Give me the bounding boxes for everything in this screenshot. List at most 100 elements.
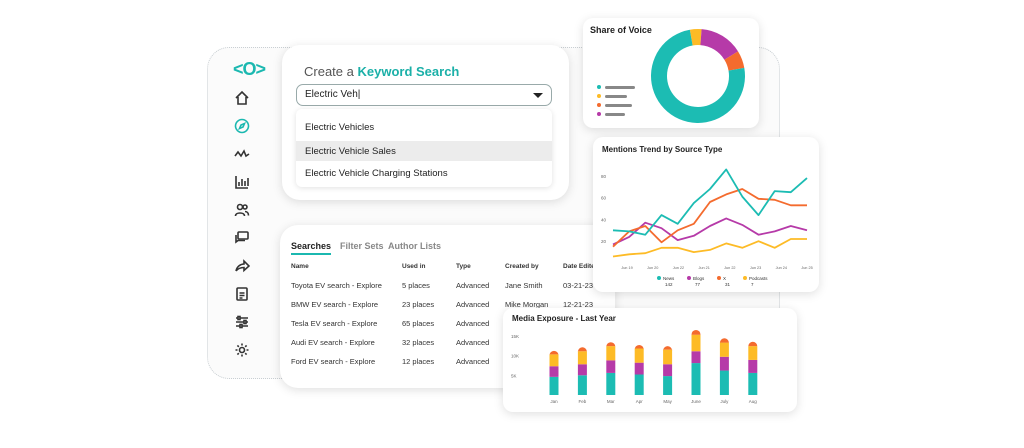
donut-slice-podcasts — [689, 29, 702, 46]
bar-segment-podcasts — [748, 346, 758, 360]
donut-slice-x — [724, 51, 745, 71]
x-tick-label: Jun 23 — [750, 266, 761, 270]
table-cell: 23 places — [402, 300, 435, 309]
tab-author-lists[interactable]: Author Lists — [388, 241, 441, 251]
legend-label-blogs: Blogs — [693, 276, 705, 281]
legend-item-blogs — [597, 112, 637, 117]
activity-icon[interactable] — [234, 146, 250, 162]
dropdown-caret-icon[interactable] — [533, 93, 543, 98]
bar-segment-blogs — [577, 364, 587, 376]
bar-segment-x — [719, 338, 729, 343]
table-cell: 12 places — [402, 357, 435, 366]
legend-value-podcasts: 7 — [751, 282, 754, 287]
series-line-news — [612, 168, 808, 236]
media-exposure-chart: 15K 10K 5K Jan Feb Mar Apr May June July Aug — [511, 329, 758, 404]
home-icon[interactable] — [234, 90, 250, 106]
table-cell: 03-21-23 — [563, 281, 594, 290]
settings-icon[interactable] — [234, 342, 250, 358]
bar-segment-podcasts — [577, 351, 587, 365]
column-header-date-edited[interactable]: Date Edite — [563, 263, 595, 270]
bar-segment-x — [663, 346, 673, 351]
bar-segment-news — [691, 363, 701, 395]
bar-segment-x — [748, 341, 758, 347]
search-name-link[interactable]: Audi EV search - Explore — [291, 338, 375, 347]
search-name-link[interactable]: BMW EV search - Explore — [291, 300, 379, 309]
suggestion-item[interactable]: Electric Vehicle Charging Stations — [305, 168, 448, 179]
table-cell: Advanced — [456, 357, 490, 366]
search-name-link[interactable]: Toyota EV search - Explore — [291, 281, 382, 290]
filters-icon[interactable] — [234, 314, 250, 330]
keyword-search-input[interactable]: Electric Veh| — [296, 84, 552, 106]
legend-value-blogs: 77 — [695, 282, 701, 287]
tab-filter-sets[interactable]: Filter Sets — [340, 241, 384, 251]
x-tick-label: Mar — [607, 399, 615, 404]
y-tick-label: 40 — [601, 217, 607, 222]
bar-segment-x — [691, 329, 701, 335]
y-tick-label: 10K — [511, 354, 519, 359]
legend-value-news: 142 — [665, 282, 673, 287]
bar-segment-blogs — [549, 366, 559, 377]
legend-label-news: News — [663, 276, 675, 281]
column-header-name[interactable]: Name — [291, 263, 309, 270]
search-name-link[interactable]: Ford EV search - Explore — [291, 357, 376, 366]
keyword-search-title: Create a Keyword Search — [304, 64, 459, 79]
y-tick-label: 20 — [601, 239, 607, 244]
messages-icon[interactable] — [234, 230, 250, 246]
table-cell: Mike Morgan — [505, 300, 549, 309]
x-tick-label: Jun 24 — [776, 266, 787, 270]
table-cell: Advanced — [456, 300, 490, 309]
donut-slice-blogs — [700, 29, 739, 60]
bar-segment-podcasts — [719, 342, 729, 357]
x-tick-label: June — [691, 399, 701, 404]
column-header-used-in[interactable]: Used in — [402, 263, 426, 270]
bar-chart-icon[interactable] — [234, 174, 250, 190]
y-tick-label: 5K — [511, 373, 517, 378]
title-emphasis: Keyword Search — [357, 64, 460, 79]
column-header-created-by[interactable]: Created by — [505, 263, 539, 270]
bar-segment-news — [663, 376, 673, 395]
brand-logo: <O> — [233, 59, 266, 79]
legend-label-podcasts: Podcasts — [749, 276, 768, 281]
compass-icon[interactable] — [234, 118, 250, 134]
series-line-x — [612, 188, 807, 248]
report-icon[interactable] — [234, 286, 250, 302]
bar-segment-news — [549, 376, 559, 395]
bar-segment-x — [606, 342, 616, 347]
mentions-trend-chart: 80 60 40 20 Jun 19 Jun 20 Jun 22 Jun 21 Jun 22 Ju… — [601, 168, 813, 287]
table-cell: 12-21-23 — [563, 300, 594, 309]
bar-segment-blogs — [719, 356, 729, 371]
bar-segment-x — [577, 347, 587, 352]
table-cell: 5 places — [402, 281, 430, 290]
bar-segment-news — [606, 372, 616, 395]
column-header-type[interactable]: Type — [456, 263, 471, 270]
tab-searches[interactable]: Searches — [291, 241, 332, 255]
users-icon[interactable] — [234, 202, 250, 218]
media-exposure-title: Media Exposure - Last Year — [512, 314, 616, 323]
x-tick-label: May — [663, 399, 672, 404]
bar-segment-podcasts — [663, 349, 673, 365]
bar-segment-podcasts — [549, 354, 559, 367]
table-cell: Advanced — [456, 281, 490, 290]
table-cell: Advanced — [456, 319, 490, 328]
suggestion-item-selected[interactable]: Electric Vehicle Sales — [296, 141, 552, 161]
suggestion-item[interactable]: Electric Vehicles — [305, 122, 375, 133]
x-tick-label: Jun 25 — [801, 266, 812, 270]
x-tick-label: Apr — [636, 399, 644, 404]
bar-segment-x — [634, 344, 644, 350]
donut-slice-news — [651, 29, 745, 123]
legend-item-x — [597, 103, 637, 108]
table-cell: Jane Smith — [505, 281, 543, 290]
bar-segment-podcasts — [634, 348, 644, 363]
search-input-value: Electric Veh| — [305, 89, 361, 100]
mentions-trend-title: Mentions Trend by Source Type — [602, 145, 723, 154]
bar-segment-podcasts — [691, 334, 701, 352]
legend-dot-x — [717, 276, 721, 280]
x-tick-label: Jun 19 — [621, 266, 632, 270]
search-name-link[interactable]: Tesla EV search - Explore — [291, 319, 378, 328]
x-tick-label: Jan — [550, 399, 558, 404]
bar-segment-blogs — [634, 362, 644, 375]
legend-value-x: 31 — [725, 282, 731, 287]
legend-item-podcasts — [597, 94, 637, 99]
share-icon[interactable] — [234, 258, 251, 274]
x-tick-label: Feb — [579, 399, 587, 404]
